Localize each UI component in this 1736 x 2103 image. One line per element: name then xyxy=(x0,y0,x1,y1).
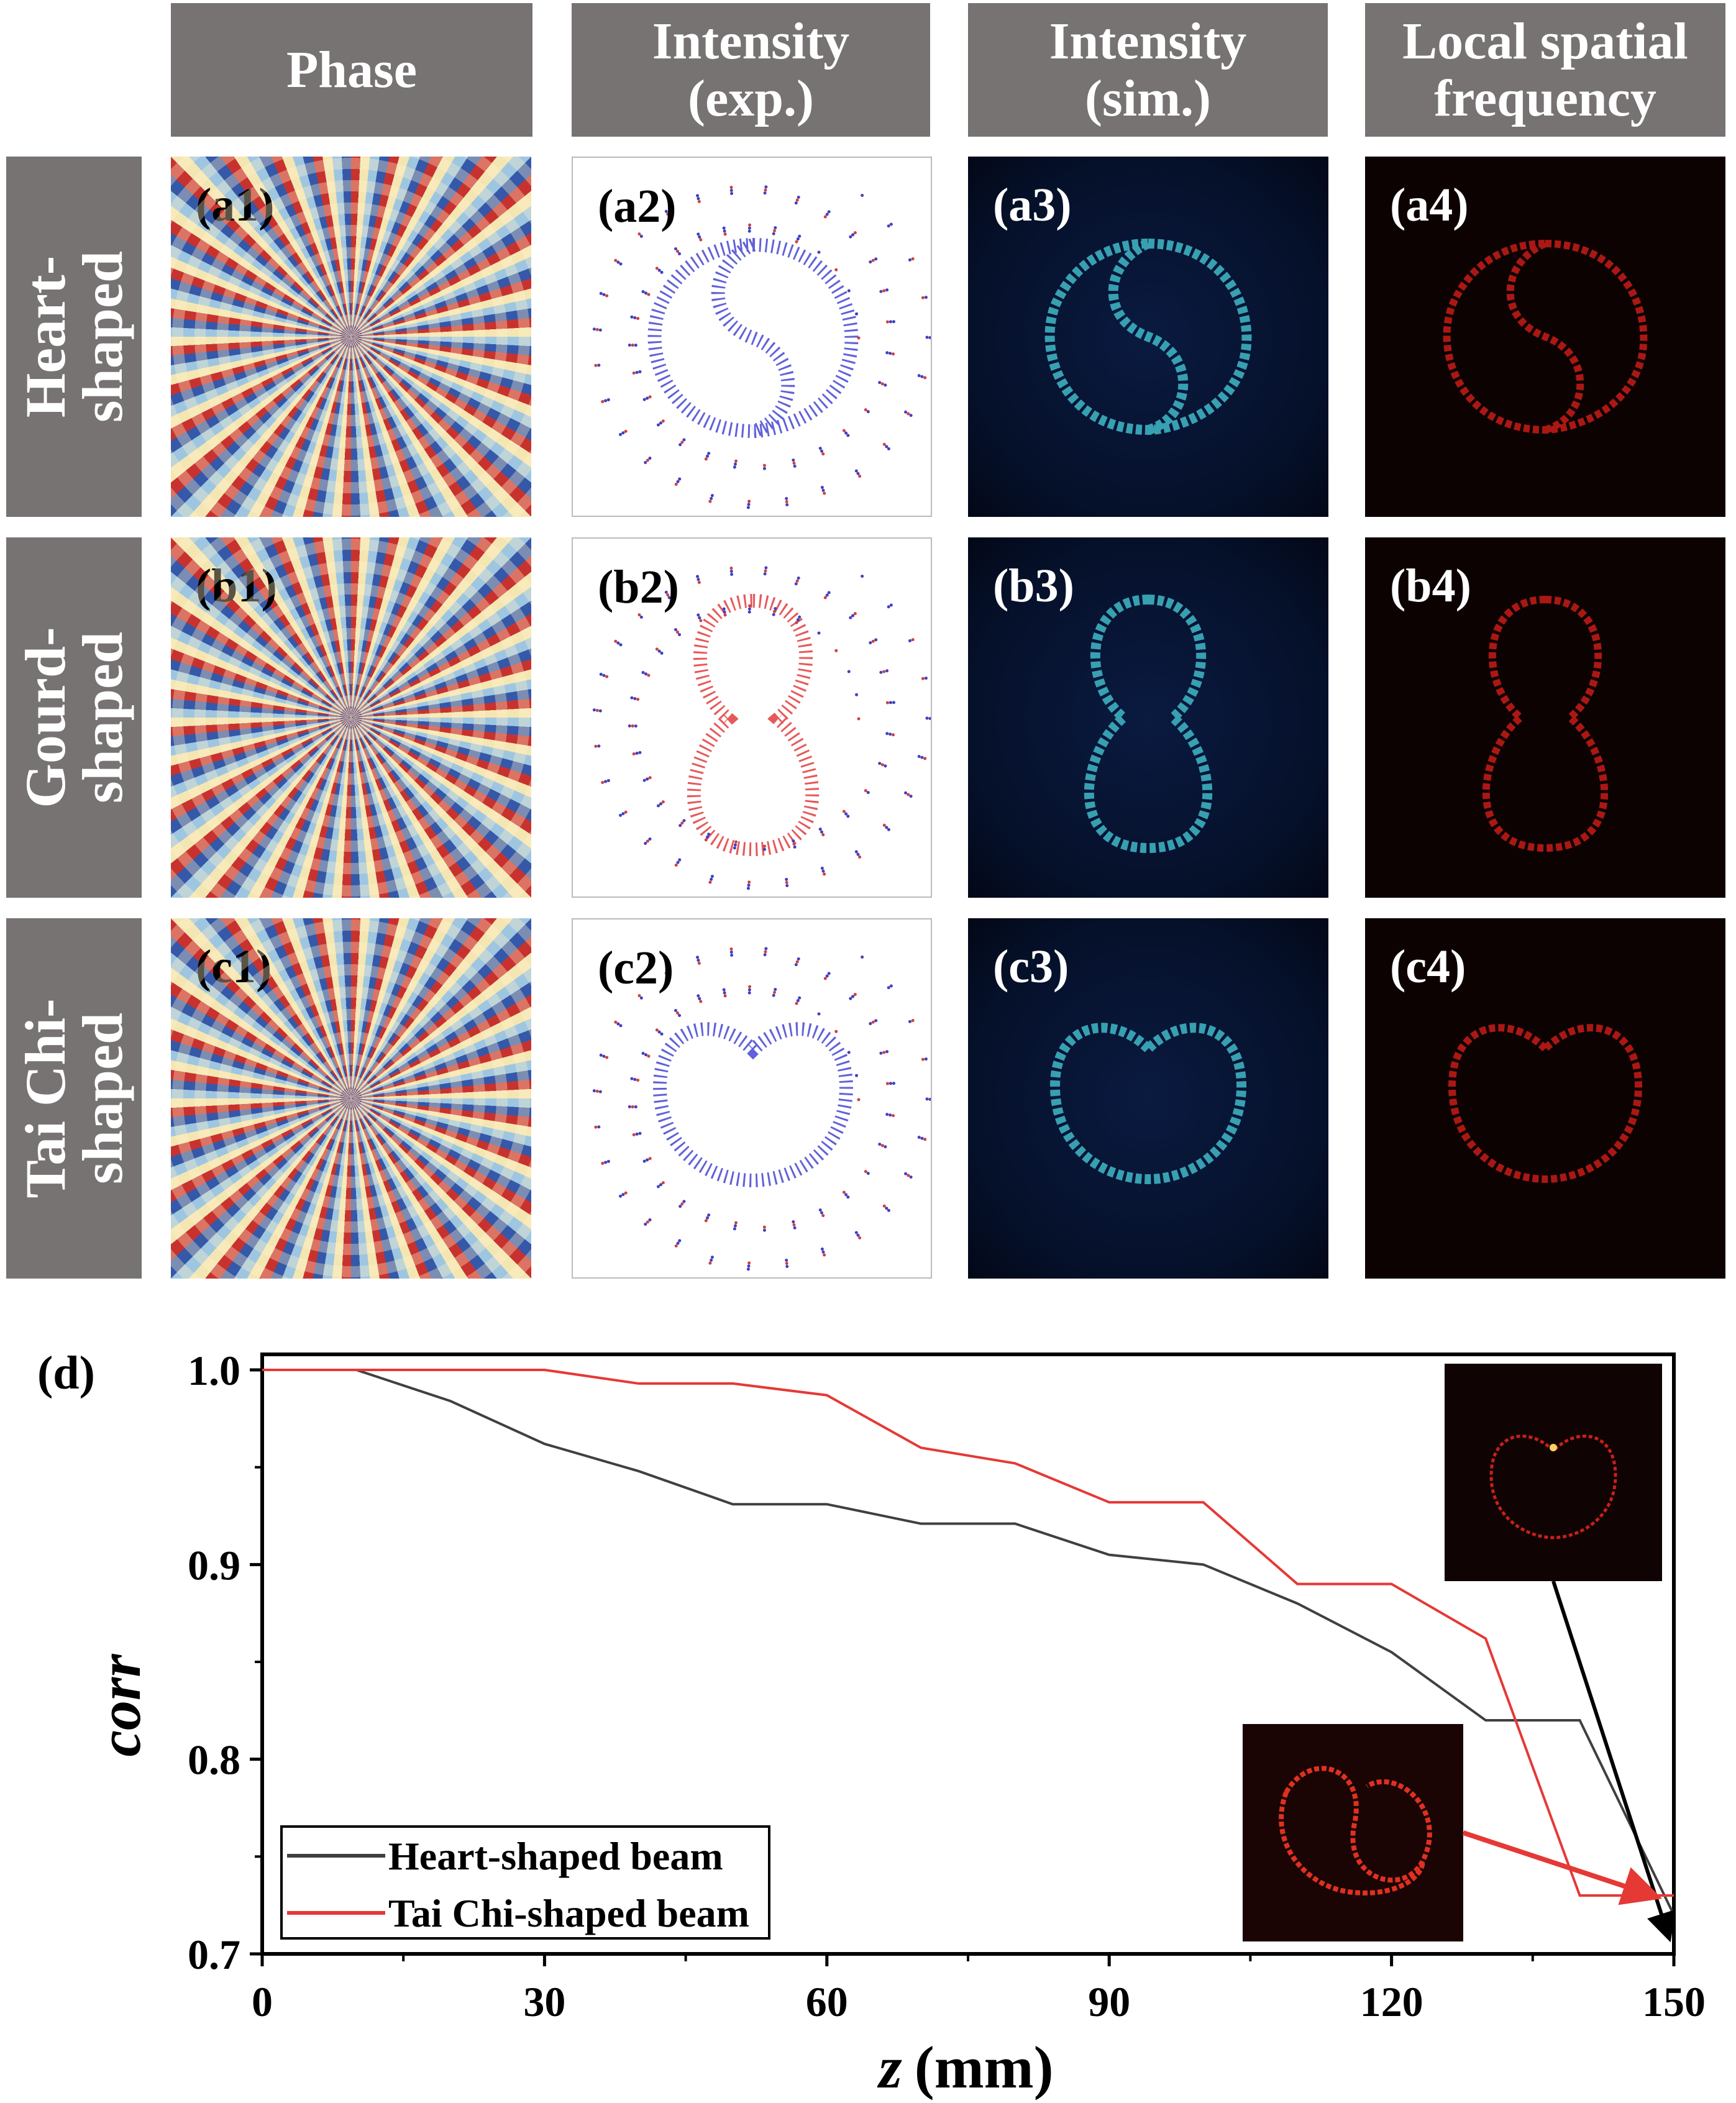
panel-label: (a1) xyxy=(196,179,275,231)
header-phase: Phase xyxy=(171,3,532,137)
panel-label: (b4) xyxy=(1390,560,1471,612)
x-tick-label: 0 xyxy=(252,1978,273,2025)
y-tick-label: 1.0 xyxy=(188,1347,240,1394)
panel-heart-intensity-sim: (a3) xyxy=(968,157,1328,517)
beam-pattern-image xyxy=(592,947,931,1271)
panel-label: (b1) xyxy=(196,560,277,612)
panel-label: (c1) xyxy=(196,941,272,993)
panel-gourd-phase: (b1) xyxy=(171,537,531,898)
x-tick-label: 90 xyxy=(1088,1978,1130,2025)
panel-taichi-intensity-exp: (c2) xyxy=(572,918,932,1279)
inset-ring xyxy=(1489,1435,1617,1540)
panel-heart-local-spatial-frequency: (a4) xyxy=(1365,157,1725,517)
beam-pattern-image xyxy=(1448,1024,1643,1184)
panel-label: (a2) xyxy=(598,180,677,232)
y-axis-label: corr xyxy=(86,1653,153,1757)
y-tick-label: 0.9 xyxy=(188,1541,240,1589)
arrow-red xyxy=(1462,1830,1663,1905)
inset-ring xyxy=(1279,1766,1432,1895)
beam-pattern-image xyxy=(592,185,931,509)
y-tick-label: 0.7 xyxy=(188,1931,240,1978)
legend-label: Tai Chi-shaped beam xyxy=(388,1891,749,1935)
panel-label-d: (d) xyxy=(37,1347,95,1399)
series-tai-chi-shaped-line xyxy=(262,1369,1674,1897)
header-intensity-sim: Intensity (sim.) xyxy=(968,3,1328,137)
legend-box xyxy=(280,1825,770,1940)
header-intensity-exp: Intensity (exp.) xyxy=(572,3,930,137)
panel-taichi-local-spatial-frequency: (c4) xyxy=(1365,918,1725,1279)
row-label-gourd: Gourd- shaped xyxy=(6,537,142,898)
series-heart-shaped-line xyxy=(262,1369,1675,1916)
x-tick-label: 60 xyxy=(806,1978,848,2025)
panel-taichi-intensity-sim: (c3) xyxy=(968,918,1328,1279)
panel-gourd-intensity-sim: (b3) xyxy=(968,537,1328,898)
x-tick-label: 30 xyxy=(523,1978,565,2025)
x-axis-unit: (mm) xyxy=(915,2034,1054,2101)
panel-gourd-local-spatial-frequency: (b4) xyxy=(1365,537,1725,898)
legend-label: Heart-shaped beam xyxy=(388,1834,723,1878)
inset-tai-chi-image xyxy=(1445,1364,1662,1581)
panel-label: (a3) xyxy=(993,179,1072,231)
panel-label: (a4) xyxy=(1390,179,1469,231)
x-tick-label: 150 xyxy=(1642,1978,1706,2025)
header-local-spatial-frequency: Local spatial frequency xyxy=(1365,3,1725,137)
panel-heart-phase: (a1) xyxy=(171,157,531,517)
row-label-heart: Heart- shaped xyxy=(6,157,142,517)
correlation-chart: (d) 0 30 60 90 120 150 0.7 0.8 0.9 1.0 Heart-shap… xyxy=(37,1347,1706,2101)
panel-label: (c2) xyxy=(598,942,674,994)
panel-label: (b3) xyxy=(993,560,1074,612)
inset-heart-image xyxy=(1243,1724,1463,1941)
row-label-taichi: Tai Chi- shaped xyxy=(6,918,142,1279)
x-axis-label: z (mm) xyxy=(877,2034,1053,2101)
beam-pattern-image xyxy=(592,566,931,890)
panel-taichi-phase: (c1) xyxy=(171,918,531,1279)
legend: Heart-shaped beam Tai Chi-shaped beam xyxy=(280,1825,770,1940)
x-tick-label: 120 xyxy=(1360,1978,1423,2025)
beam-pattern-image xyxy=(1443,239,1648,434)
y-tick-label: 0.8 xyxy=(188,1736,240,1784)
panel-gourd-intensity-exp: (b2) xyxy=(572,537,932,898)
panel-label: (c4) xyxy=(1390,941,1466,993)
beam-pattern-image xyxy=(1044,238,1252,436)
panel-label: (b2) xyxy=(598,561,679,613)
x-axis-var: z xyxy=(877,2034,902,2101)
beam-pattern-image xyxy=(1049,1023,1247,1185)
panel-label: (c3) xyxy=(993,941,1069,993)
panel-heart-intensity-exp: (a2) xyxy=(572,157,932,517)
